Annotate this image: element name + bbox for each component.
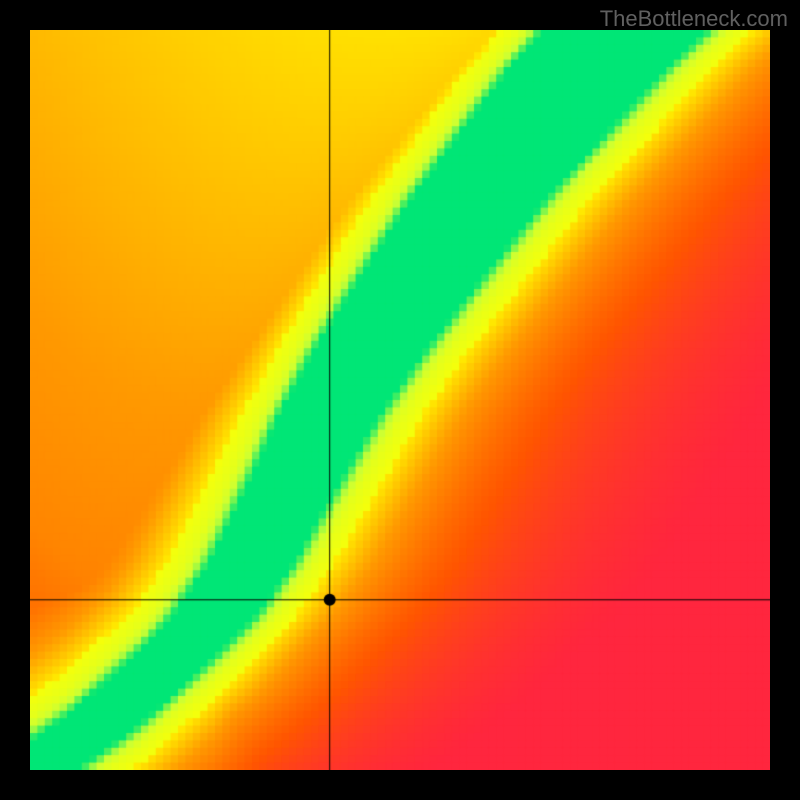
chart-container: TheBottleneck.com bbox=[0, 0, 800, 800]
plot-area bbox=[30, 30, 770, 770]
heatmap-canvas bbox=[30, 30, 770, 770]
watermark-text: TheBottleneck.com bbox=[600, 6, 788, 32]
